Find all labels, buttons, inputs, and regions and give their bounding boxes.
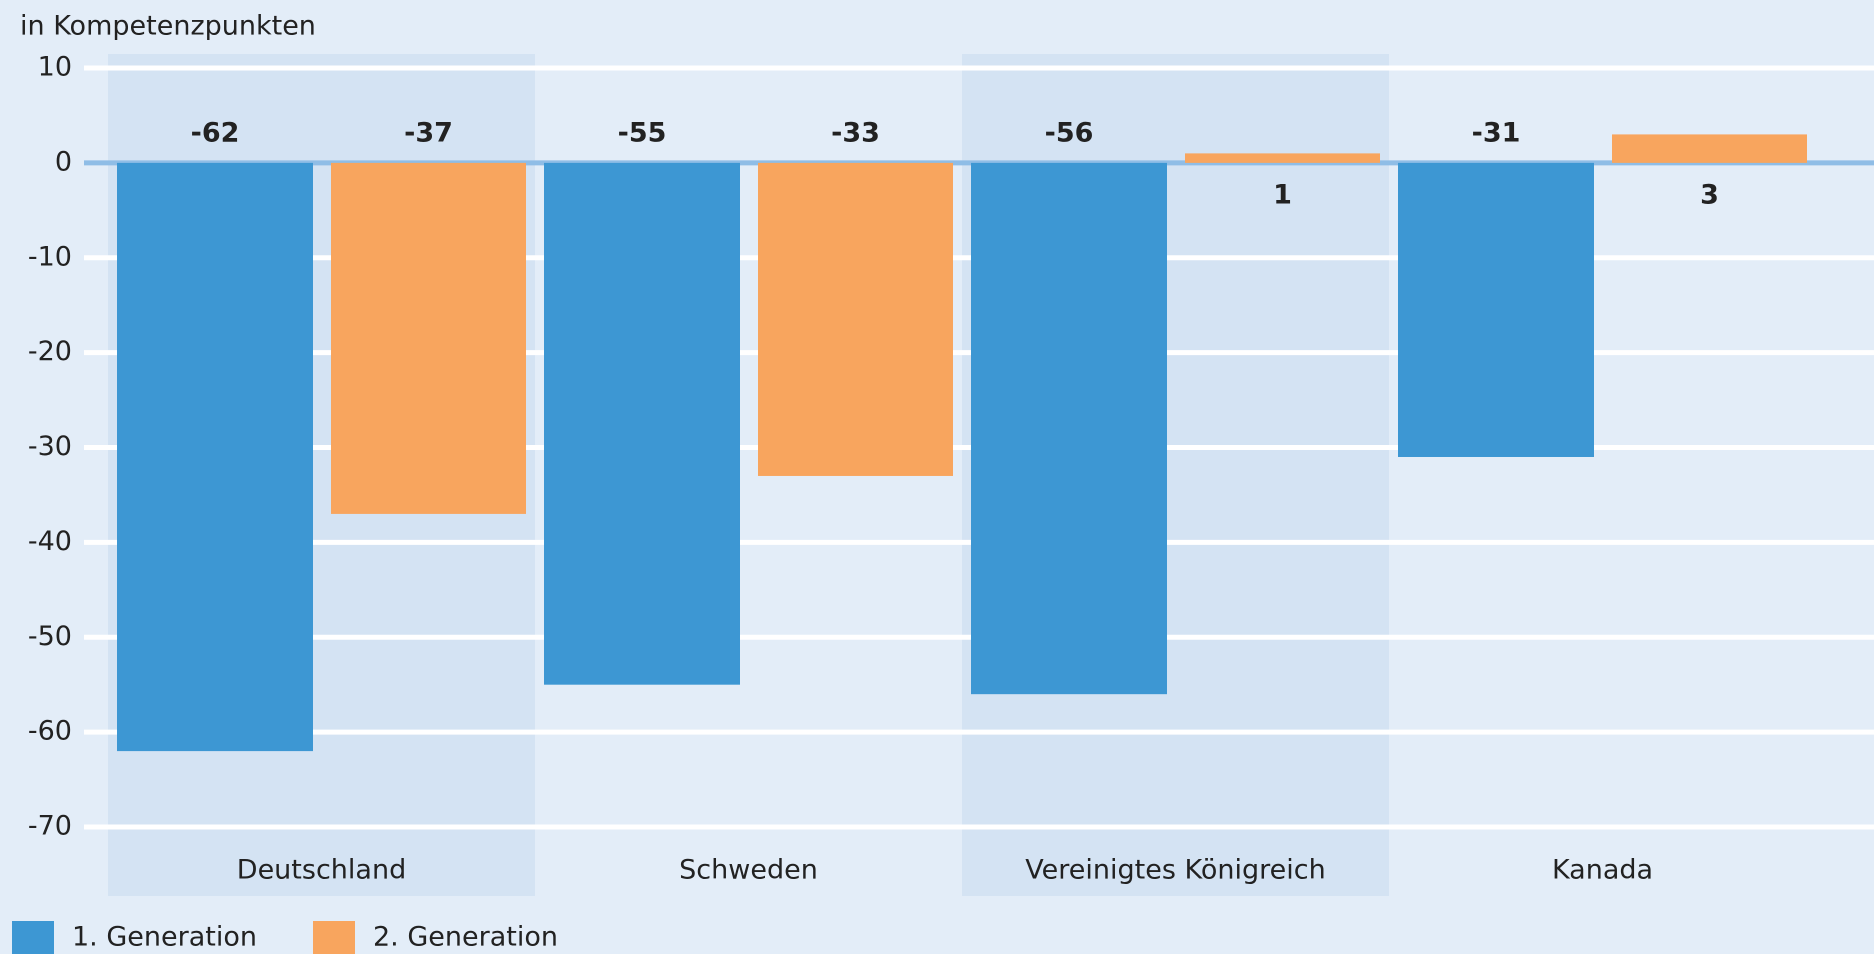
y-tick-label: -30 xyxy=(28,431,72,462)
y-tick-label: -70 xyxy=(28,811,72,842)
bar xyxy=(544,162,740,685)
legend-label: 2. Generation xyxy=(373,922,558,953)
y-axis-label: in Kompetenzpunkten xyxy=(20,11,316,42)
data-label: 1 xyxy=(1273,179,1292,210)
data-label: -33 xyxy=(831,117,880,148)
bar xyxy=(1612,134,1807,163)
data-label: -31 xyxy=(1472,117,1521,148)
y-tick-label: -60 xyxy=(28,716,72,747)
legend-label: 1. Generation xyxy=(72,922,257,953)
bar xyxy=(1185,153,1380,163)
bar xyxy=(117,162,313,752)
x-tick-label: Kanada xyxy=(1552,855,1653,886)
x-tick-label: Deutschland xyxy=(237,855,406,886)
legend-swatch xyxy=(12,921,54,954)
legend-swatch xyxy=(313,921,355,954)
y-tick-label: -10 xyxy=(28,241,72,272)
data-label: -56 xyxy=(1045,117,1094,148)
y-tick-label: 0 xyxy=(55,146,72,177)
data-label: -55 xyxy=(618,117,667,148)
bar xyxy=(758,162,953,476)
bar xyxy=(1398,162,1594,457)
y-tick-label: 10 xyxy=(38,52,72,83)
x-tick-label: Vereinigtes Königreich xyxy=(1025,855,1325,886)
data-label: -62 xyxy=(191,117,240,148)
y-tick-label: -50 xyxy=(28,621,72,652)
bar xyxy=(331,162,526,514)
bar xyxy=(971,162,1167,695)
y-tick-label: -40 xyxy=(28,526,72,557)
data-label: 3 xyxy=(1700,179,1719,210)
x-tick-label: Schweden xyxy=(679,855,818,886)
data-label: -37 xyxy=(404,117,453,148)
y-tick-label: -20 xyxy=(28,336,72,367)
